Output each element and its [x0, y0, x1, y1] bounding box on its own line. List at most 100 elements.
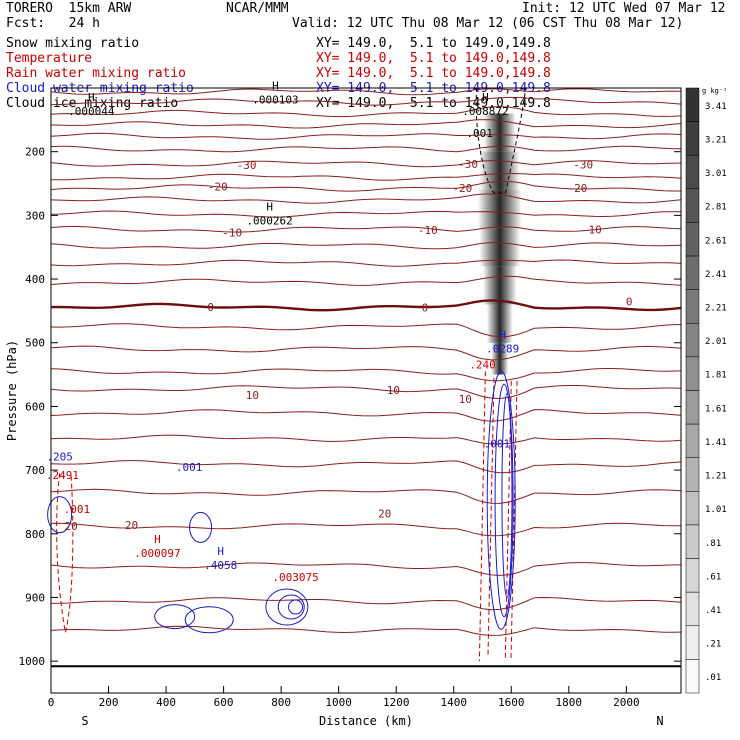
- snow-shading-band: [491, 342, 509, 375]
- x-tick-label: 1800: [556, 696, 583, 709]
- isotherm-contour: [50, 132, 682, 140]
- cloud-water-contour: [265, 588, 309, 626]
- colorbar-label: .81: [705, 539, 721, 549]
- colorbar-label: 1.01: [705, 505, 727, 515]
- extremum-value: .008872: [462, 105, 508, 118]
- colorbar-swatch: [685, 457, 700, 492]
- north-end-label: N: [656, 714, 663, 728]
- colorbar-label: .01: [705, 673, 721, 683]
- isotherm-contour: [50, 522, 681, 537]
- isotherm-label: -10: [418, 224, 438, 237]
- snow-shading-band: [479, 151, 520, 190]
- colorbar-label: 1.21: [705, 472, 727, 482]
- isotherm-label: -30: [237, 159, 257, 172]
- extremum-value: .001: [484, 437, 511, 450]
- isotherm-contour: [50, 106, 682, 118]
- legend-xy-range: XY= 149.0, 5.1 to 149.0,149.8: [316, 96, 551, 111]
- isotherm-label: 20: [378, 507, 391, 520]
- cloud-water-contour: [288, 599, 304, 615]
- colorbar-swatch: [685, 121, 700, 156]
- isotherm-label: -20: [452, 182, 472, 195]
- legend-xy-range: XY= 149.0, 5.1 to 149.0,149.8: [316, 66, 551, 81]
- center-title: NCAR/MMM: [226, 1, 289, 16]
- colorbar-label: 2.61: [705, 236, 727, 246]
- isotherm-label: -30: [573, 158, 593, 171]
- isotherm-contour: [50, 323, 682, 338]
- cloud-water-contour: [277, 594, 305, 620]
- extremum-value: .001: [64, 503, 91, 516]
- cloud-water-contour: [154, 604, 196, 630]
- isotherm-contour: [50, 275, 682, 286]
- legend-label: Rain water mixing ratio: [6, 66, 187, 81]
- isotherm-contour: [50, 460, 682, 474]
- x-tick-label: 600: [214, 696, 234, 709]
- isotherm-label: 10: [387, 384, 400, 397]
- cloud-water-contour: [47, 496, 73, 534]
- cloud-water-contour: [501, 393, 513, 598]
- extremum-marker: H: [499, 328, 506, 341]
- freezing-level-contour: [50, 299, 682, 312]
- colorbar-swatch: [685, 524, 700, 559]
- colorbar-swatch: [685, 356, 700, 391]
- colorbar-swatch: [685, 222, 700, 257]
- colorbar-unit: g kg⁻¹: [702, 87, 727, 95]
- colorbar-swatch: [685, 255, 700, 290]
- cloud-water-contour: [184, 606, 234, 634]
- colorbar-label: 2.21: [705, 303, 727, 313]
- isotherm-label: 0: [422, 302, 429, 315]
- colorbar-swatch: [685, 591, 700, 627]
- init-time: Init: 12 UTC Wed 07 Mar 12: [522, 1, 726, 16]
- y-tick-label: 200: [25, 146, 45, 159]
- isotherm-contour: [50, 625, 682, 636]
- x-tick-label: 1600: [498, 696, 525, 709]
- isotherm-contour: [50, 172, 682, 181]
- colorbar-swatch: [685, 558, 700, 593]
- extremum-value: .001: [466, 127, 493, 140]
- isotherm-contour: [50, 226, 682, 233]
- y-tick-label: 600: [25, 400, 45, 413]
- isotherm-label: -10: [222, 227, 242, 240]
- x-tick-label: 2000: [613, 696, 640, 709]
- x-tick-label: 1200: [383, 696, 410, 709]
- extremum-marker: H: [88, 91, 95, 104]
- extremum-value: .000097: [134, 547, 180, 560]
- isotherm-contour: [50, 96, 682, 106]
- isotherm-contour: [50, 210, 682, 218]
- colorbar-label: .61: [705, 572, 721, 582]
- extremum-value: .000103: [252, 93, 298, 106]
- y-tick-label: 300: [25, 209, 45, 222]
- isotherm-label: 10: [459, 393, 472, 406]
- isotherm-label: 0: [207, 301, 214, 314]
- colorbar-swatch: [685, 491, 700, 526]
- isotherm-label: 0: [626, 295, 633, 308]
- colorbar-label: 1.81: [705, 371, 727, 381]
- isotherm-contour: [50, 434, 682, 445]
- isotherm-contour: [50, 596, 682, 611]
- colorbar-label: 3.21: [705, 135, 727, 145]
- colorbar-swatch: [685, 659, 700, 694]
- colorbar-swatch: [685, 289, 700, 324]
- forecast-hour: Fcst: 24 h: [6, 16, 100, 31]
- y-tick-label: 900: [25, 591, 45, 604]
- x-tick-label: 400: [156, 696, 176, 709]
- colorbar-label: 2.01: [705, 337, 727, 347]
- isotherm-contour: [50, 409, 682, 422]
- colorbar-label: 2.81: [705, 203, 727, 213]
- rain-contour: [478, 371, 486, 662]
- rain-contour: [487, 377, 495, 655]
- y-tick-label: 500: [25, 337, 45, 350]
- isotherm-contour: [50, 385, 682, 400]
- isotherm-contour: [50, 488, 682, 504]
- cloud-water-contour: [494, 383, 514, 618]
- isotherm-label: 20: [65, 520, 78, 533]
- y-tick-label: 1000: [19, 655, 46, 668]
- colorbar-label: 2.41: [705, 270, 727, 280]
- legend-label: Temperature: [6, 51, 93, 66]
- x-tick-label: 1000: [325, 696, 352, 709]
- extremum-value: .0289: [486, 342, 519, 355]
- isotherm-contour: [50, 160, 682, 168]
- x-tick-label: 800: [271, 696, 291, 709]
- legend-xy-range: XY= 149.0, 5.1 to 149.0,149.8: [316, 36, 551, 51]
- extremum-marker: H: [482, 91, 489, 104]
